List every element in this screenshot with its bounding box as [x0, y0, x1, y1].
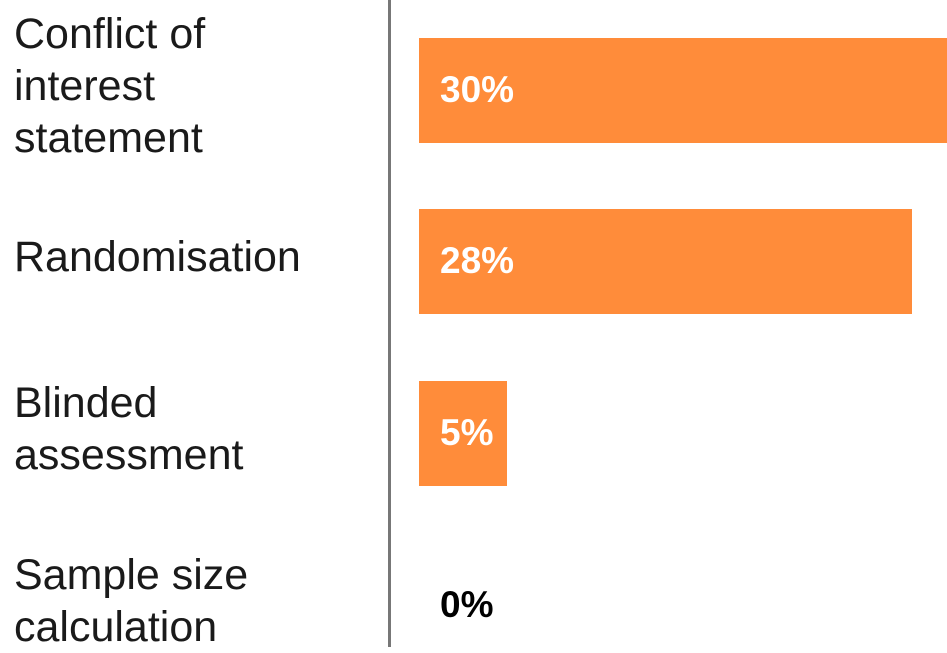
- value-label: 0%: [440, 584, 494, 625]
- category-label: Sample size calculation: [14, 549, 374, 653]
- category-label-line: assessment: [14, 431, 244, 479]
- category-label-line: interest: [14, 62, 156, 110]
- category-label-line: Sample size: [14, 551, 249, 599]
- category-label-line: Randomisation: [14, 233, 301, 281]
- category-label-line: calculation: [14, 603, 218, 651]
- category-label-line: Conflict of: [14, 10, 206, 58]
- category-label: Conflict of interest statement: [14, 8, 374, 164]
- bar: [419, 208, 912, 314]
- bar: [419, 380, 507, 486]
- value-label: 30%: [440, 69, 515, 110]
- bar: [419, 37, 947, 143]
- category-label-line: statement: [14, 114, 203, 162]
- category-label-line: Blinded: [14, 379, 158, 427]
- category-label: Randomisation: [14, 231, 374, 283]
- category-label: Blinded assessment: [14, 377, 374, 481]
- value-label: 28%: [440, 240, 515, 281]
- category-axis-line: [388, 0, 391, 647]
- value-label: 5%: [440, 412, 494, 453]
